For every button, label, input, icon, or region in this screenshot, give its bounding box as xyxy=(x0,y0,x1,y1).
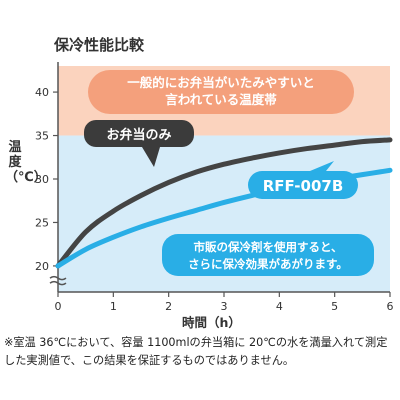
x-tick-label: 3 xyxy=(221,300,228,313)
footnote: ※室温 36℃において、容量 1100mlの弁当箱に 20℃の水を満量入れて測定… xyxy=(4,334,398,370)
x-tick-label: 2 xyxy=(165,300,172,313)
x-tick-label: 4 xyxy=(276,300,283,313)
x-tick-label: 0 xyxy=(55,300,62,313)
x-tick-label: 1 xyxy=(110,300,117,313)
product-label: RFF-007B xyxy=(263,177,344,195)
y-tick-label: 30 xyxy=(35,173,49,186)
x-tick-label: 5 xyxy=(331,300,338,313)
danger-zone-label: 言われている温度帯 xyxy=(165,92,277,107)
product-note-line: さらに保冷効果があがります。 xyxy=(188,257,348,271)
chart-area: 0 1 2 3 4 5 6 20 25 30 35 40 一般的にお弁当がいたみやすいと言われている温… xyxy=(0,0,400,330)
danger-zone-label: 一般的にお弁当がいたみやすいと xyxy=(127,75,315,90)
y-tick-label: 35 xyxy=(35,130,49,143)
y-tick-label: 25 xyxy=(35,216,49,229)
bento-only-label: お弁当のみ xyxy=(106,127,171,143)
y-tick-label: 20 xyxy=(35,260,49,273)
product-note-line: 市販の保冷剤を使用すると、 xyxy=(193,240,342,254)
y-tick-label: 40 xyxy=(35,86,49,99)
x-tick-label: 6 xyxy=(387,300,394,313)
